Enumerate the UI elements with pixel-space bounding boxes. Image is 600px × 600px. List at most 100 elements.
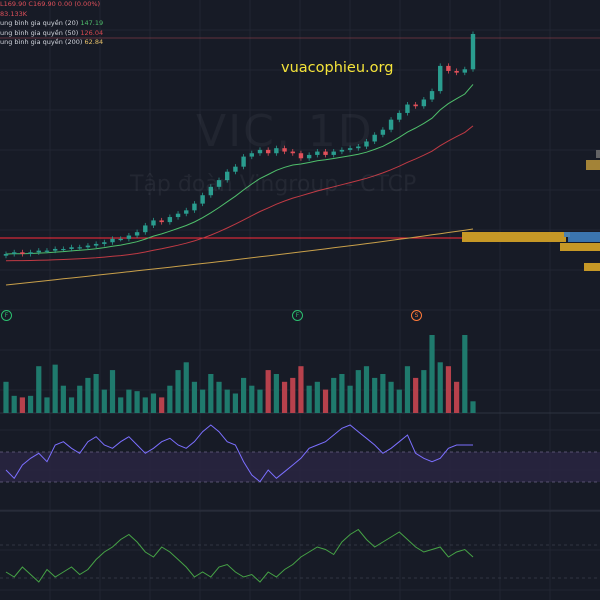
- volume-bar: [445, 366, 452, 413]
- event-marker-financial[interactable]: F: [292, 310, 303, 321]
- volume-bar: [470, 401, 476, 413]
- candle-body: [290, 151, 295, 154]
- candle-body: [225, 171, 230, 181]
- volume-bar: [159, 397, 165, 413]
- volume-bar: [224, 389, 230, 413]
- volume-bar: [101, 389, 107, 413]
- candle-body: [257, 149, 263, 154]
- candle-body: [356, 146, 361, 149]
- candle-body: [167, 217, 173, 223]
- ma20-line: [5, 84, 474, 255]
- candle-body: [446, 65, 451, 71]
- candle-body: [298, 153, 304, 159]
- candle-body: [364, 141, 369, 147]
- volume-bar: [347, 385, 353, 413]
- volume-profile-bar: [564, 232, 600, 237]
- volume-bar: [126, 389, 132, 413]
- candle-body: [44, 250, 50, 252]
- volume-bar: [183, 362, 189, 413]
- candle-body: [315, 151, 320, 155]
- volume-profile-bar: [560, 243, 600, 251]
- candle-body: [323, 151, 328, 155]
- candle-body: [388, 119, 394, 130]
- volume-bar: [216, 381, 222, 413]
- volume-bar: [175, 370, 181, 413]
- ohlc-values: L169.90 C169.90 0.00 (0.00%): [0, 0, 101, 8]
- volume-profile-bar: [568, 237, 600, 242]
- volume-bar: [388, 381, 394, 413]
- volume-bar: [281, 381, 288, 413]
- candle-body: [52, 248, 58, 251]
- candle-body: [175, 213, 181, 218]
- candle-body: [233, 166, 238, 172]
- volume-bar: [314, 381, 320, 413]
- volume-bar: [134, 391, 140, 413]
- candle-body: [28, 252, 33, 254]
- volume-bar: [93, 374, 99, 413]
- company-watermark: Tập đoàn Vingroup - CTCP: [130, 172, 417, 197]
- candle-body: [265, 149, 271, 154]
- volume-bar: [191, 381, 198, 413]
- candle-body: [421, 99, 427, 107]
- candle-body: [331, 151, 336, 155]
- candle-body: [282, 148, 287, 152]
- volume-profile-bar: [462, 232, 570, 237]
- candle-body: [151, 220, 156, 226]
- volume-profile-bar: [462, 237, 566, 242]
- ma50-value: 126.04: [80, 28, 104, 37]
- event-marker-financial[interactable]: F: [1, 310, 12, 321]
- ma20-value: 147.19: [80, 19, 104, 27]
- volume-bar: [380, 374, 386, 413]
- candle-body: [110, 238, 115, 243]
- candle-body: [192, 203, 197, 211]
- volume-bar: [298, 366, 304, 413]
- ma20-label: ung bình gia quyền (20): [0, 19, 79, 27]
- candle-body: [462, 69, 468, 73]
- volume-bar: [118, 397, 124, 413]
- candle-body: [61, 248, 66, 251]
- candle-body: [216, 180, 222, 187]
- volume-bar: [257, 389, 263, 413]
- volume-bar: [150, 393, 157, 413]
- volume-bar: [200, 389, 206, 413]
- candle-body: [85, 245, 91, 248]
- candle-body: [143, 225, 148, 233]
- volume-bar: [290, 377, 296, 413]
- candle-body: [347, 148, 353, 150]
- ma50-row[interactable]: ung bình gia quyền (50) 126.04: [0, 29, 103, 39]
- cci-line: [5, 528, 474, 583]
- ma20-row[interactable]: ung bình gia quyền (20) 147.19: [0, 19, 103, 29]
- volume-bar: [265, 370, 271, 413]
- candle-body: [339, 149, 345, 152]
- candle-body: [11, 252, 17, 254]
- candle-body: [397, 112, 402, 120]
- event-marker-split[interactable]: S: [411, 310, 422, 321]
- candle-body: [454, 70, 459, 73]
- candle-body: [126, 235, 132, 239]
- ma200-line: [5, 228, 474, 286]
- volume-bar: [454, 381, 460, 413]
- candle-body: [184, 210, 189, 214]
- ohlc-row: L169.90 C169.90 0.00 (0.00%): [0, 0, 103, 10]
- candle-body: [208, 186, 214, 196]
- volume-bar: [273, 374, 279, 413]
- volume-bar: [331, 377, 337, 413]
- ma200-row[interactable]: ung bình gia quyền (200) 62.84: [0, 38, 103, 48]
- candle-body: [3, 254, 9, 256]
- volume-bar: [208, 374, 214, 413]
- volume-bar: [249, 385, 255, 413]
- volume-bar: [306, 385, 312, 413]
- volume-bar: [52, 364, 58, 413]
- volume-bar: [421, 370, 427, 413]
- volume-bar: [85, 377, 91, 413]
- candle-body: [438, 65, 443, 92]
- ma50-line: [5, 125, 474, 262]
- candle-body: [134, 232, 140, 236]
- volume-bar: [355, 370, 361, 413]
- candle-body: [380, 129, 386, 135]
- volume-row: 83.133K: [0, 10, 103, 20]
- volume-bar: [372, 377, 378, 413]
- volume-bar: [232, 393, 239, 413]
